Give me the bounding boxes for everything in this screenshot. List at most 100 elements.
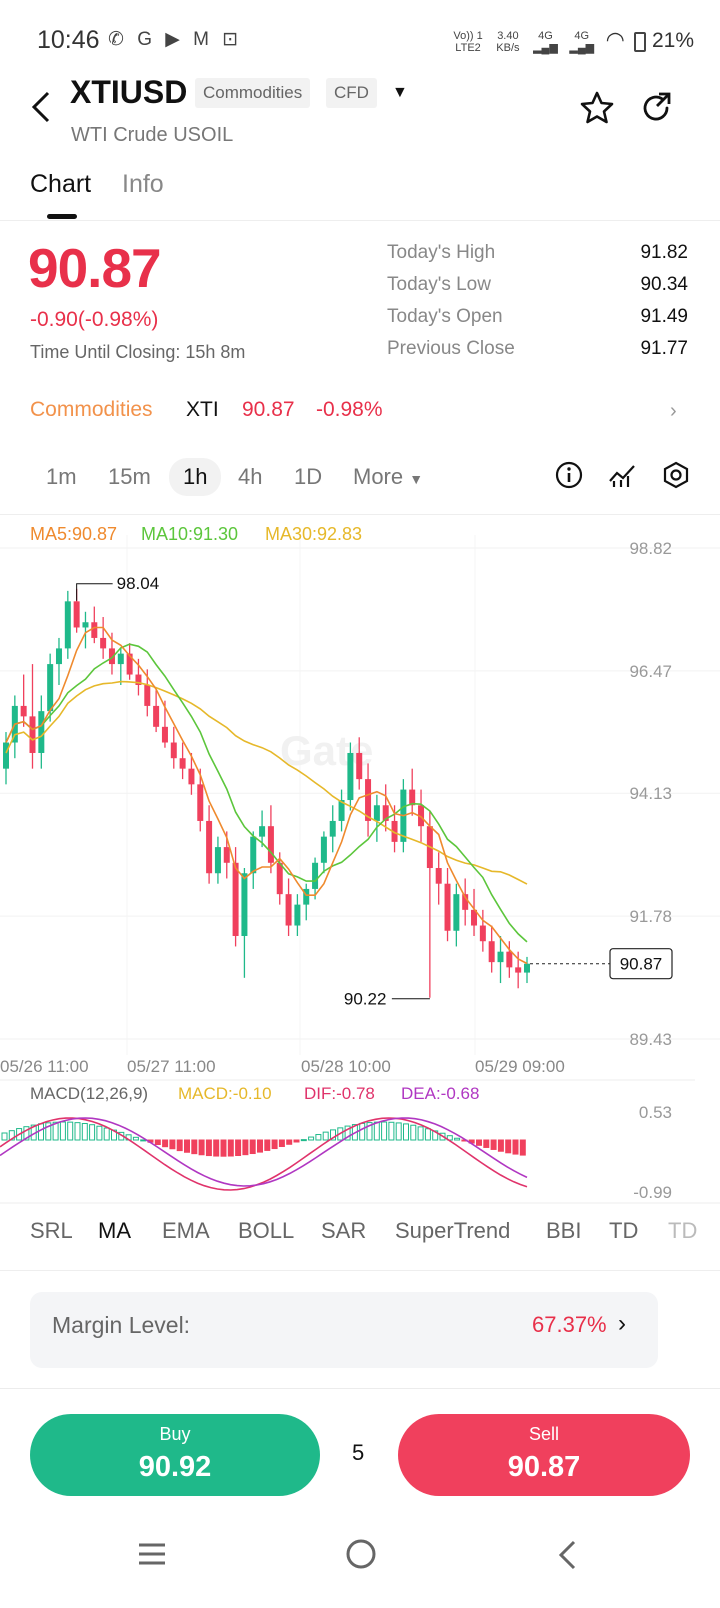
commodity-row[interactable]: Commodities XTI 90.87 -0.98% › <box>0 388 720 434</box>
signal-icon: 4G ▂▄▆ <box>533 29 558 54</box>
indicator-bbi[interactable]: BBI <box>546 1218 582 1243</box>
candle-body <box>135 674 142 685</box>
sell-button[interactable]: Sell 90.87 <box>398 1414 690 1496</box>
back-nav-icon[interactable] <box>556 1540 578 1575</box>
indicator-sar[interactable]: SAR <box>321 1218 367 1243</box>
candle-body <box>29 716 36 753</box>
category-tag: Commodities <box>195 78 311 108</box>
buy-price: 90.92 <box>138 1451 212 1483</box>
x-tick-label: 05/26 11:00 <box>0 1057 89 1076</box>
tab-info[interactable]: Info <box>122 170 164 198</box>
ma5-legend: MA5:90.87 <box>30 524 118 544</box>
indicator-td[interactable]: TD <box>609 1218 639 1243</box>
candle-body <box>515 967 522 973</box>
indicator-settings-icon[interactable] <box>608 461 636 494</box>
macd-bar <box>45 1122 52 1141</box>
menu-icon[interactable] <box>137 1540 167 1573</box>
macd-bar <box>213 1139 220 1157</box>
candle-body <box>126 653 133 675</box>
star-icon[interactable] <box>579 90 615 126</box>
indicator-ema[interactable]: EMA <box>162 1218 210 1243</box>
timeframe-4h[interactable]: 4h <box>238 464 263 489</box>
stat-value-prev-close: 91.77 <box>640 338 688 359</box>
macd-bar <box>497 1139 504 1152</box>
high-marker-line <box>76 583 113 601</box>
candle-body <box>303 888 310 905</box>
candle-body <box>294 904 301 926</box>
timeframe-more[interactable]: More ▼ <box>353 464 424 489</box>
stat-value-low: 90.34 <box>640 274 688 295</box>
timeframe-1m[interactable]: 1m <box>46 464 77 489</box>
macd-bar <box>162 1139 169 1148</box>
dea-line <box>0 1117 528 1187</box>
candle-body <box>471 909 478 926</box>
indicator-td-2[interactable]: TD <box>668 1218 698 1243</box>
stat-label-open: Today's Open <box>387 306 503 327</box>
candle-body <box>435 868 442 884</box>
spread-value: 5 <box>352 1440 365 1465</box>
chevron-right-icon: › <box>670 400 677 422</box>
macd-bar <box>300 1139 307 1142</box>
indicator-ma[interactable]: MA <box>98 1218 131 1243</box>
commodity-change: -0.98% <box>316 398 383 421</box>
macd-bar <box>67 1121 74 1141</box>
battery-icon <box>634 31 647 52</box>
macd-bar <box>322 1131 329 1141</box>
low-marker-label: 90.22 <box>344 990 387 1009</box>
caret-down-icon[interactable]: ▼ <box>392 84 408 101</box>
ma10-legend: MA10:91.30 <box>141 524 239 544</box>
indicator-supertrend[interactable]: SuperTrend <box>395 1218 511 1243</box>
indicator-srl[interactable]: SRL <box>30 1218 73 1243</box>
timeframe-1h[interactable]: 1h <box>169 458 222 496</box>
divider <box>0 1388 720 1389</box>
timeframe-15m[interactable]: 15m <box>108 464 151 489</box>
y-tick-label: 94.13 <box>629 784 672 803</box>
ma30-legend: MA30:92.83 <box>265 524 363 544</box>
macd-bar <box>154 1139 161 1146</box>
home-icon[interactable] <box>345 1538 377 1575</box>
buy-button[interactable]: Buy 90.92 <box>30 1414 320 1496</box>
stat-value-high: 91.82 <box>640 242 688 263</box>
macd-bar <box>344 1125 351 1141</box>
tab-chart[interactable]: Chart <box>30 170 92 198</box>
indicator-boll[interactable]: BOLL <box>238 1218 295 1243</box>
macd-bar <box>330 1129 336 1141</box>
macd-bar <box>403 1123 409 1141</box>
candle-body <box>241 873 248 936</box>
candle-body <box>312 862 319 889</box>
candle-body <box>117 653 124 665</box>
macd-bar <box>315 1134 322 1141</box>
settings-icon[interactable] <box>662 461 690 494</box>
macd-value: MACD:-0.10 <box>178 1084 272 1103</box>
macd-bar <box>388 1121 395 1141</box>
candle-body <box>188 768 195 785</box>
price-chart[interactable]: 98.82 96.47 94.13 91.78 89.43 05/26 11:00 05/2… <box>0 515 720 1235</box>
type-tag[interactable]: CFD <box>326 78 377 108</box>
candle-body <box>82 622 89 628</box>
commodity-price: 90.87 <box>242 398 295 421</box>
candle-body <box>206 820 213 874</box>
candle-body <box>259 826 266 837</box>
macd-bar <box>59 1121 66 1141</box>
margin-level-box[interactable] <box>30 1292 658 1368</box>
macd-bar <box>359 1122 366 1141</box>
y-tick-label: 96.47 <box>629 662 672 681</box>
candle-body <box>91 622 98 638</box>
sell-price: 90.87 <box>507 1451 581 1483</box>
share-icon[interactable] <box>639 90 675 126</box>
timeframe-1d[interactable]: 1D <box>294 464 323 489</box>
margin-level-value: 67.37% <box>532 1312 607 1337</box>
high-marker-label: 98.04 <box>117 574 160 593</box>
back-icon[interactable] <box>30 88 52 133</box>
macd-tick-label: 0.53 <box>639 1103 672 1122</box>
price-change: -0.90(-0.98%) <box>30 308 159 331</box>
macd-bar <box>169 1139 176 1150</box>
instrument-name: WTI Crude USOIL <box>71 124 234 146</box>
status-time: 10:46 <box>37 26 100 54</box>
macd-bar <box>74 1122 81 1141</box>
info-icon[interactable] <box>555 461 583 494</box>
macd-bar <box>205 1139 212 1157</box>
macd-bar <box>278 1139 285 1147</box>
status-bar: 10:46 ✆ G ▶ M ⊡ Vo)) 1 LTE2 3.40 KB/s 4G ▂▄… <box>0 0 720 80</box>
active-tab-indicator <box>47 214 77 219</box>
